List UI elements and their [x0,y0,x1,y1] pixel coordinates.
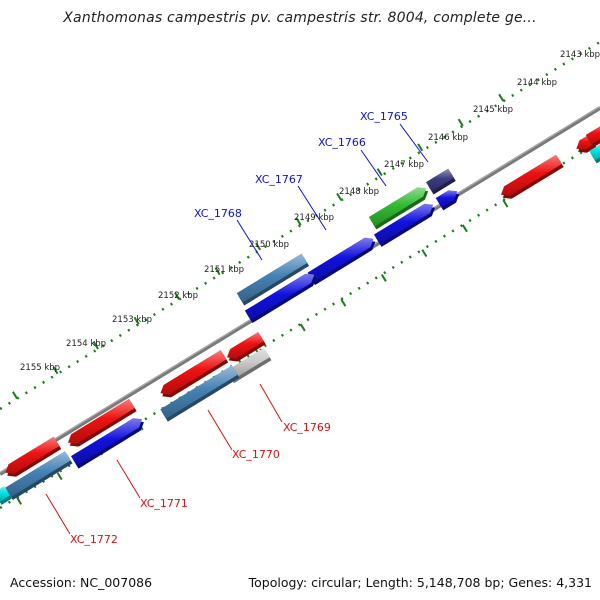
scale-tick [174,292,180,300]
scale-tick [255,242,262,251]
scale-tick [461,224,468,233]
gene-label-xc1771[interactable]: XC_1771 [140,497,188,510]
gene-label-xc1770[interactable]: XC_1770 [232,448,280,461]
scale-tick [56,472,63,481]
map-title: Xanthomonas campestris pv. campestris st… [63,10,537,26]
tick-label: 2152 kbp [158,291,198,301]
gene-labels: XC_1765 XC_1766 XC_1767 XC_1768 XC_1769 … [70,110,408,546]
gene-xc1771-strand[interactable] [71,418,144,469]
gene-label-xc1769[interactable]: XC_1769 [283,421,331,434]
tick-label: 2145 kbp [473,105,513,115]
leader-xc1769 [259,383,283,423]
gene-xc1765[interactable] [426,168,456,195]
scale-tick [299,323,306,332]
tick-label: 2151 kbp [204,265,244,275]
gene-label-xc1767[interactable]: XC_1767 [255,173,303,186]
gene-xc1764-red[interactable] [585,124,600,148]
scale-tick [417,143,424,152]
leader-xc1770 [207,409,233,451]
gene-xc1763[interactable] [589,144,600,164]
gene-xc1770-steel[interactable] [160,365,240,422]
scale-tick [336,192,343,201]
gene-xc1774[interactable] [0,486,12,505]
scale-tick [376,168,383,177]
genome-summary-text: Topology: circular; Length: 5,148,708 bp… [248,575,592,590]
leader-xc1767 [297,185,327,231]
leader-xc1766 [360,149,387,187]
tick-label: 2150 kbp [249,240,289,250]
gene-leader-lines [45,123,429,535]
tick-label: 2147 kbp [384,160,424,170]
tick-label: 2153 kbp [112,315,152,325]
scale-tick [340,298,347,307]
scale-tick [52,366,59,375]
outer-scale-track [0,40,600,411]
gene-xc1772[interactable] [5,436,62,477]
scale-tick [295,217,302,226]
leader-xc1768 [236,219,263,261]
gene-label-xc1772[interactable]: XC_1772 [70,533,118,546]
accession-text: Accession: NC_007086 [10,575,153,590]
gene-xc1769-grey[interactable] [226,347,272,384]
gene-xc1767[interactable] [307,237,376,285]
gene-xc1771[interactable] [68,398,137,447]
gene-xc1766[interactable] [368,187,429,230]
gene-xc1773[interactable] [500,154,564,199]
gene-xc1768-strand[interactable] [244,273,317,324]
gene-label-xc1766[interactable]: XC_1766 [318,136,366,149]
scale-tick [502,199,509,208]
tick-label: 2146 kbp [428,133,468,143]
leader-xc1771 [116,459,141,499]
gene-xc1766-strand[interactable] [373,203,435,247]
gene-label-xc1768[interactable]: XC_1768 [194,207,242,220]
scale-tick-labels: 2143 kbp 2144 kbp 2145 kbp 2146 kbp 2147 kbp… [20,50,600,373]
scale-tick [498,93,505,102]
scale-ticks [12,93,509,505]
inner-scale-track [0,139,600,510]
scale-tick [12,391,18,400]
scale-tick [133,316,140,325]
gene-xc1765-strand[interactable] [435,190,460,211]
gene-xc1769[interactable] [226,331,266,362]
scale-tick [16,497,23,505]
scale-tick [93,341,99,350]
scale-tick [214,267,221,276]
gene-xc1768[interactable] [236,253,310,306]
gene-label-xc1765[interactable]: XC_1765 [360,110,408,123]
scale-tick [457,118,464,127]
tick-label: 2149 kbp [294,213,334,223]
leader-xc1772 [45,493,71,535]
tick-label: 2148 kbp [339,187,379,197]
tick-label: 2144 kbp [517,78,557,88]
scale-tick [380,273,387,282]
gene-features[interactable] [0,124,600,505]
gene-xc1772-steel[interactable] [5,451,73,500]
tick-label: 2154 kbp [66,339,106,349]
leader-xc1765 [399,123,429,163]
tick-label: 2155 kbp [20,363,60,373]
scale-tick [421,249,428,258]
gene-xc1770[interactable] [160,350,229,398]
tick-label: 2143 kbp [560,50,600,60]
